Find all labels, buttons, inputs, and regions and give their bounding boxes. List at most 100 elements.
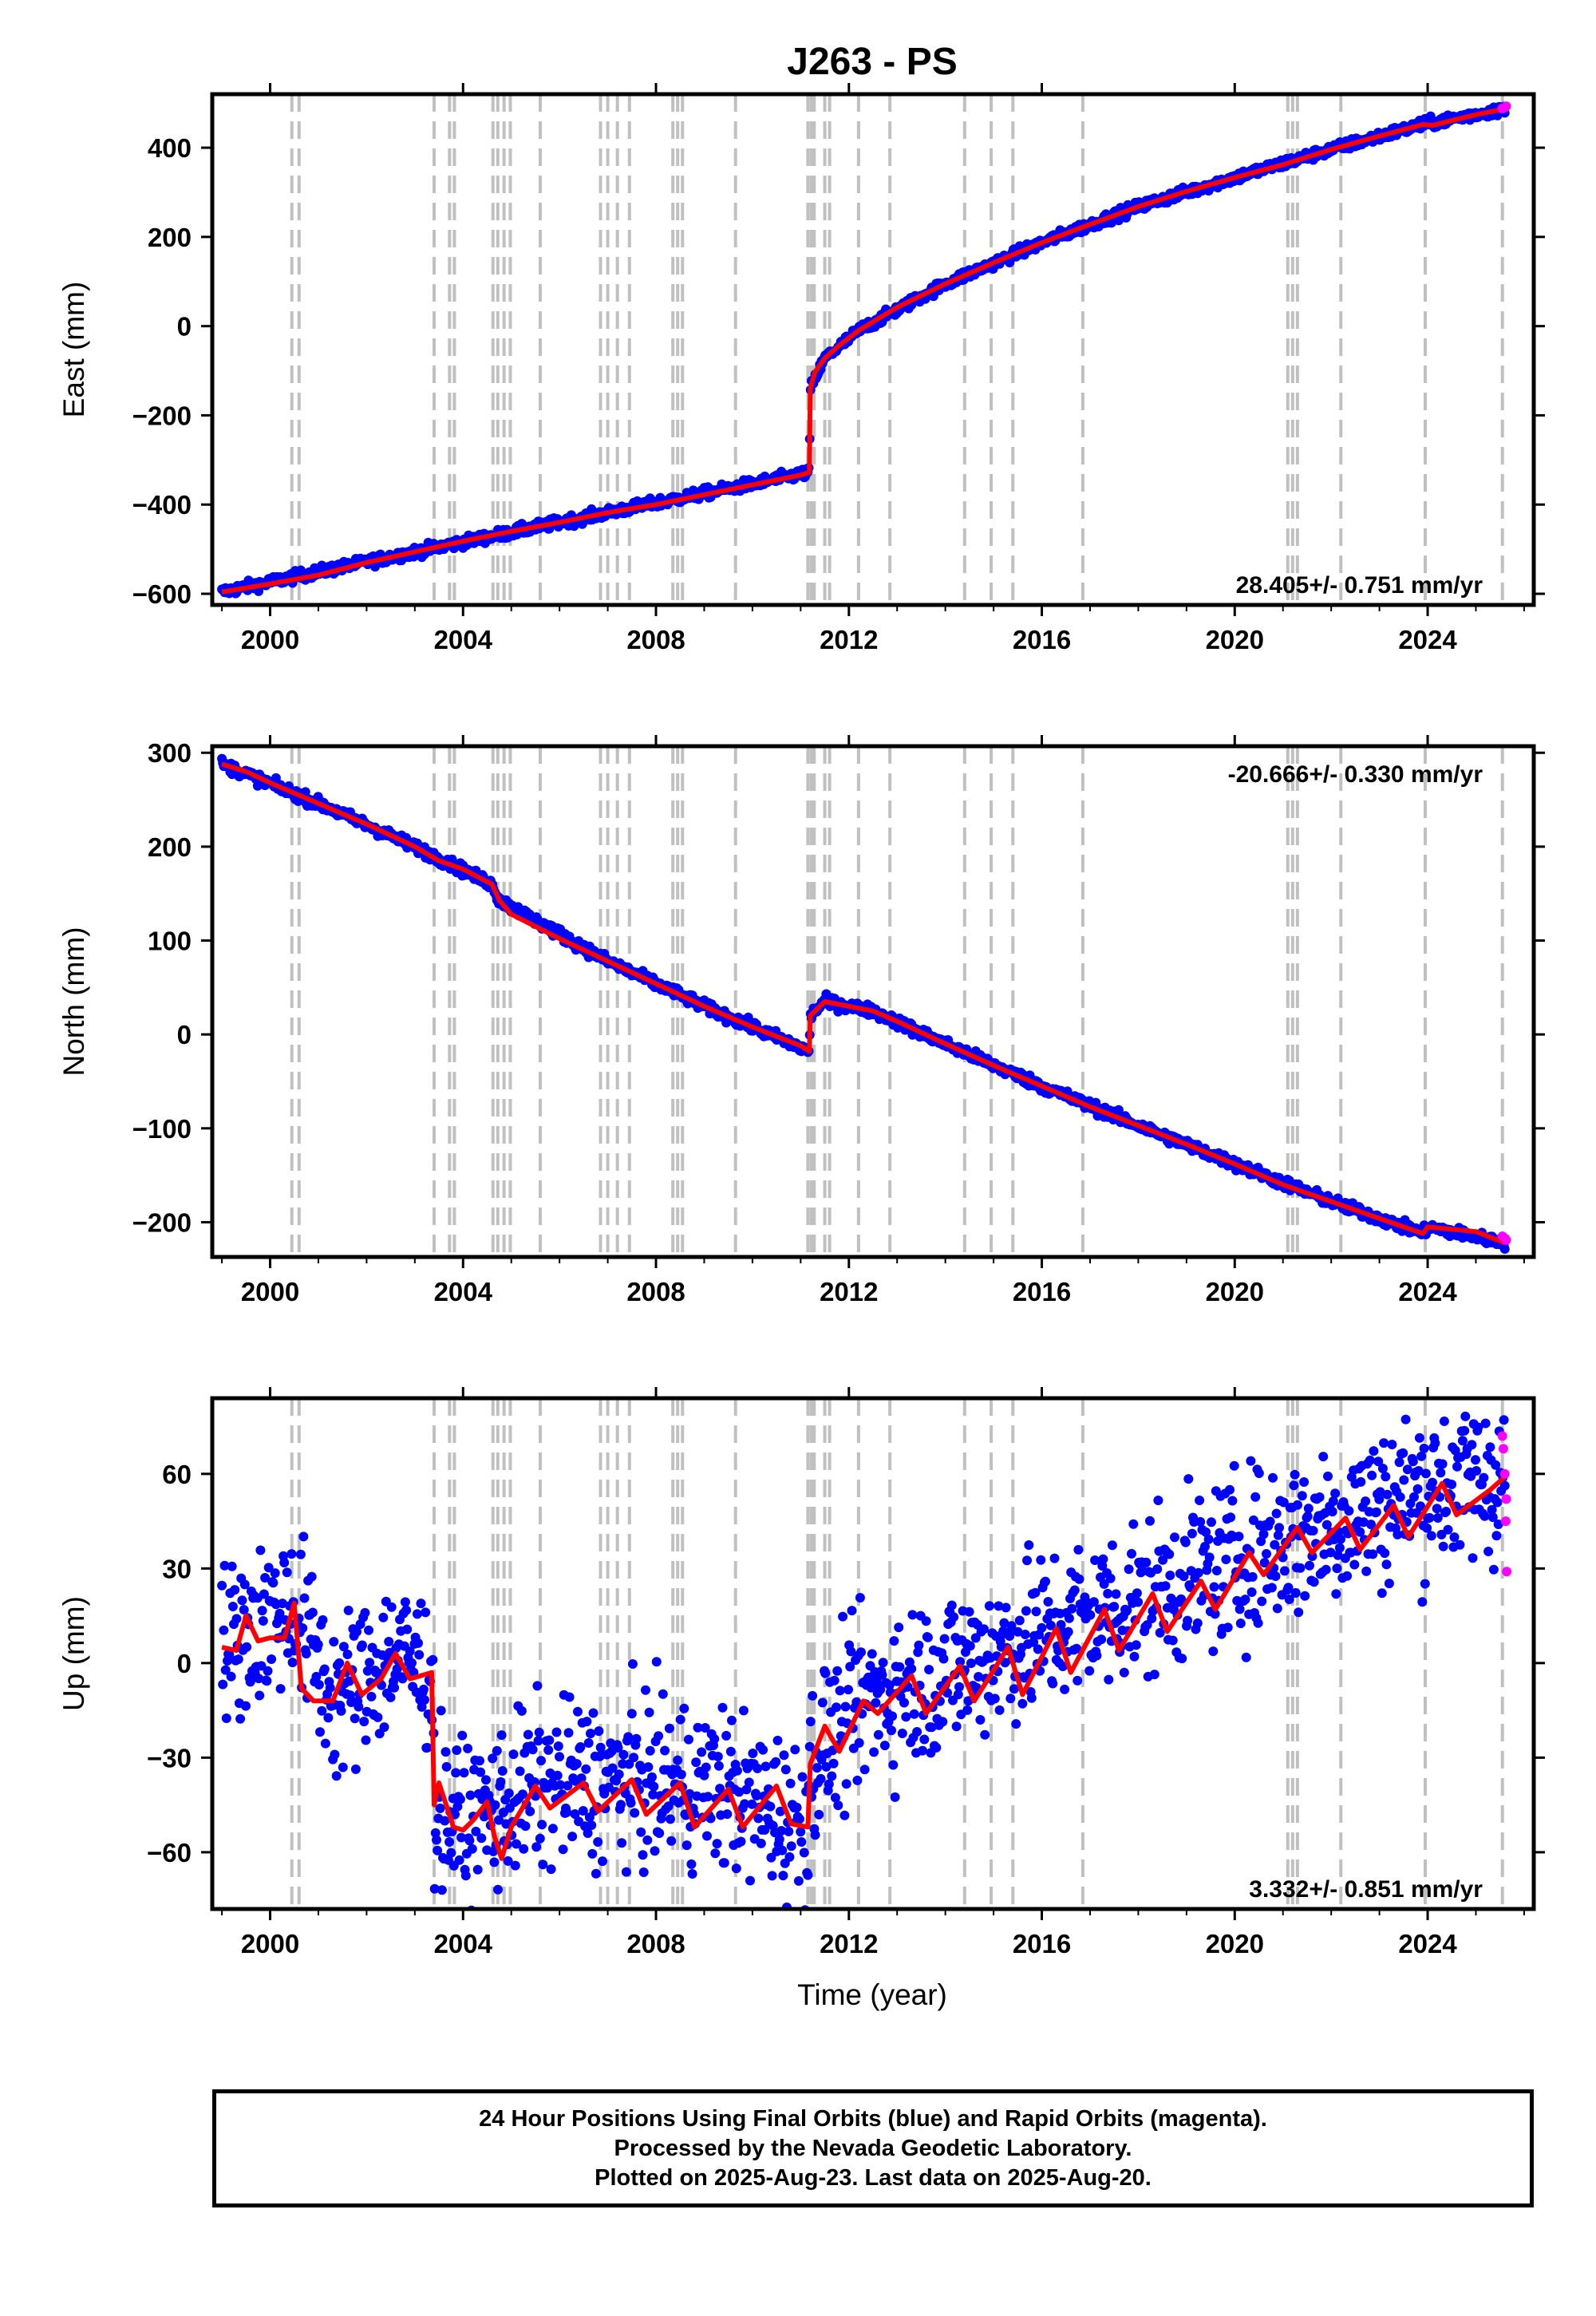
- final-orbit-point: [1195, 1516, 1206, 1527]
- final-orbit-point: [594, 1726, 604, 1737]
- final-orbit-point: [1361, 1496, 1371, 1507]
- final-orbit-point: [1483, 1547, 1494, 1556]
- x-axis: 2000 2004 2008 2012 2016 2020 2024: [221, 1387, 1525, 1958]
- final-orbit-point: [722, 1809, 733, 1820]
- x-tick-label: 2004: [434, 1929, 493, 1958]
- final-orbit-point: [797, 1772, 808, 1782]
- final-orbit-point: [588, 1708, 598, 1718]
- final-orbit-point: [1127, 1548, 1136, 1559]
- final-orbit-point: [760, 1761, 771, 1772]
- final-orbit-point: [1057, 1662, 1068, 1671]
- final-orbit-point: [418, 1684, 429, 1694]
- final-orbit-point: [1330, 1488, 1341, 1499]
- final-orbit-point: [1297, 1491, 1307, 1501]
- final-orbit-point: [713, 1752, 723, 1761]
- final-orbit-point: [416, 1599, 426, 1609]
- final-orbit-point: [642, 1835, 653, 1845]
- final-orbit-point: [843, 1685, 853, 1695]
- final-orbit-point: [715, 1784, 725, 1794]
- final-orbit-point: [873, 1729, 883, 1740]
- final-orbit-point: [563, 1728, 574, 1738]
- final-orbit-point: [440, 1747, 451, 1757]
- final-orbit-point: [1227, 1496, 1238, 1506]
- final-orbit-point: [471, 1826, 481, 1836]
- final-orbit-point: [1436, 1468, 1446, 1478]
- final-orbit-point: [313, 1639, 323, 1650]
- y-axis-label: East (mm): [57, 282, 90, 418]
- y-tick-label: −30: [147, 1743, 192, 1773]
- final-orbit-point: [325, 1682, 335, 1693]
- final-orbit-point: [256, 1661, 267, 1671]
- east-panel: 2000 2004 2008 2012 2016 2020 2024−600−400−200…: [57, 83, 1545, 654]
- x-tick-label: 2020: [1206, 1929, 1264, 1958]
- final-orbit-point: [1279, 1566, 1290, 1576]
- final-orbit-point: [938, 1717, 948, 1727]
- final-orbit-point: [1085, 1610, 1096, 1620]
- final-orbit-point: [536, 1756, 546, 1766]
- final-orbit-point: [1088, 1597, 1099, 1607]
- final-orbit-point: [587, 1848, 598, 1859]
- final-orbit-point: [939, 1634, 950, 1644]
- final-orbit-point: [1488, 1564, 1499, 1575]
- final-orbit-point: [532, 1681, 543, 1691]
- y-tick-label: 200: [148, 832, 192, 862]
- final-orbit-point: [631, 1733, 642, 1744]
- final-orbit-point: [1333, 1550, 1343, 1560]
- final-orbit-point: [504, 1788, 514, 1798]
- final-orbit-point: [1005, 1694, 1016, 1704]
- final-orbit-point: [259, 1589, 269, 1599]
- final-orbit-point: [913, 1647, 923, 1658]
- final-orbit-point: [626, 1709, 637, 1719]
- final-orbit-point: [1278, 1497, 1289, 1508]
- final-orbit-point: [1234, 1531, 1244, 1542]
- final-orbit-point: [965, 1641, 975, 1651]
- final-orbit-point: [685, 1788, 695, 1799]
- final-orbit-point: [643, 1762, 654, 1773]
- final-orbit-point: [979, 1624, 989, 1634]
- final-orbit-point: [778, 1871, 788, 1881]
- final-orbit-point: [533, 1736, 543, 1746]
- final-orbit-point: [405, 1646, 415, 1657]
- final-orbit-point: [555, 1752, 564, 1762]
- final-orbit-point: [919, 1734, 930, 1745]
- final-orbit-point: [636, 1827, 646, 1837]
- final-orbit-point: [820, 1668, 831, 1678]
- final-orbit-point: [262, 1676, 272, 1686]
- final-orbit-point: [257, 1606, 267, 1616]
- final-orbit-point: [1096, 1634, 1107, 1645]
- final-orbit-point: [1122, 1605, 1132, 1615]
- final-orbit-point: [1225, 1484, 1235, 1495]
- final-orbit-point: [311, 1671, 322, 1682]
- final-orbit-point: [1480, 1418, 1491, 1429]
- plot-frame: [210, 744, 1536, 1259]
- final-orbit-point: [459, 1768, 469, 1778]
- final-orbit-point: [1031, 1607, 1041, 1617]
- final-orbit-point: [570, 1809, 580, 1819]
- final-orbit-point: [851, 1697, 862, 1707]
- event-lines: [290, 746, 1504, 1257]
- final-orbit-point: [242, 1642, 252, 1652]
- final-orbit-point: [1160, 1581, 1171, 1591]
- final-orbit-point: [709, 1734, 720, 1744]
- final-orbit-point: [974, 1672, 984, 1682]
- final-orbit-point: [1170, 1532, 1179, 1543]
- final-orbit-point: [1241, 1652, 1251, 1662]
- final-orbit-point: [422, 1742, 433, 1753]
- final-orbit-point: [435, 1803, 445, 1813]
- final-orbit-point: [899, 1697, 909, 1708]
- final-orbit-point: [1342, 1571, 1353, 1581]
- final-orbit-point: [1273, 1530, 1283, 1540]
- final-orbit-point: [1439, 1416, 1449, 1426]
- final-orbit-point: [1377, 1464, 1388, 1473]
- final-orbit-point: [638, 1867, 649, 1877]
- final-orbit-point: [314, 1680, 324, 1690]
- velocity-label: 28.405+/- 0.751 mm/yr: [1236, 572, 1483, 599]
- final-orbit-point: [840, 1701, 851, 1712]
- model-fit-line: [221, 761, 1506, 1246]
- final-orbit-point: [1022, 1555, 1032, 1566]
- final-orbit-point: [673, 1755, 683, 1765]
- final-orbit-point: [1331, 1589, 1341, 1599]
- final-orbit-point: [970, 1633, 981, 1643]
- final-orbit-point: [821, 1761, 832, 1772]
- final-orbit-point: [744, 1777, 754, 1788]
